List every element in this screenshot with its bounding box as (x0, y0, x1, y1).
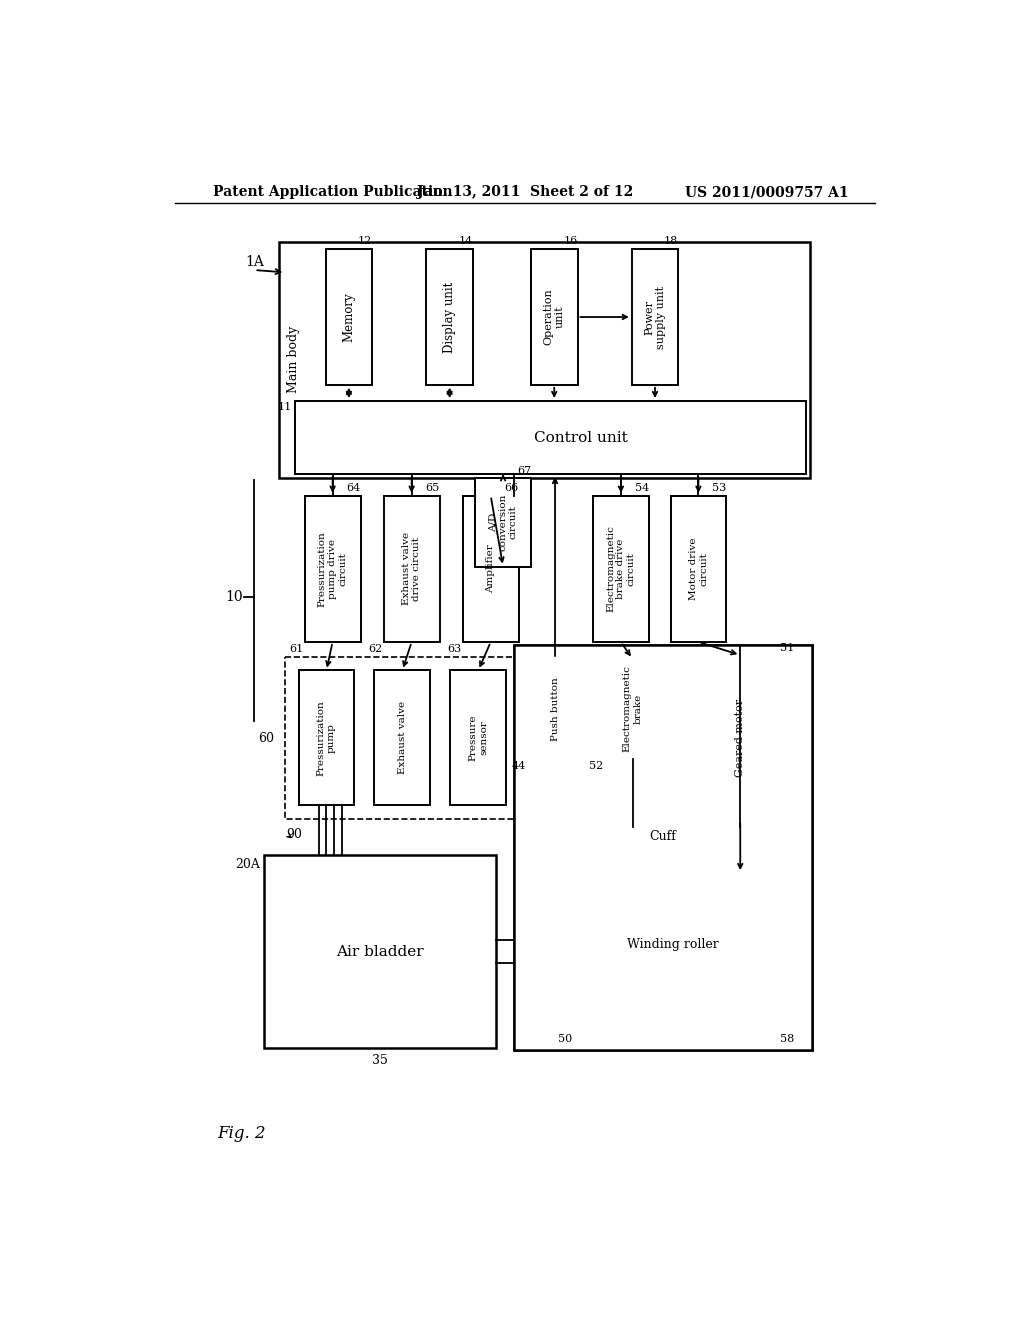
Bar (527, 659, 583, 759)
Text: 20A: 20A (236, 858, 260, 871)
Text: 61: 61 (289, 644, 303, 655)
Text: 14: 14 (459, 236, 473, 246)
Bar (593, 496, 649, 642)
Text: Push button: Push button (551, 677, 559, 741)
Bar (671, 496, 726, 642)
Text: 35: 35 (372, 1053, 388, 1067)
Bar (426, 249, 473, 385)
Bar (451, 671, 506, 805)
Bar (299, 671, 354, 805)
Text: Memory: Memory (342, 292, 355, 342)
Text: 58: 58 (780, 1035, 795, 1044)
Bar (263, 855, 496, 1048)
Text: Main body: Main body (287, 326, 300, 393)
Text: 10: 10 (225, 590, 243, 605)
Bar (280, 242, 810, 478)
Text: 60: 60 (258, 731, 273, 744)
Text: 16: 16 (563, 236, 578, 246)
Bar (295, 401, 806, 474)
Text: Pressurization
pump: Pressurization pump (316, 700, 336, 776)
Text: Electromagnetic
brake: Electromagnetic brake (623, 665, 642, 752)
Text: Patent Application Publication: Patent Application Publication (213, 185, 453, 199)
Text: 1A: 1A (246, 255, 264, 269)
Text: Display unit: Display unit (443, 281, 456, 352)
Text: Geared motor: Geared motor (735, 698, 745, 777)
Text: Cuff: Cuff (649, 830, 677, 843)
Text: 11: 11 (278, 403, 292, 412)
Bar (514, 645, 812, 826)
Text: Motor drive
circuit: Motor drive circuit (689, 537, 709, 601)
Text: 64: 64 (346, 483, 360, 494)
Text: Pressure
sensor: Pressure sensor (469, 714, 488, 762)
Text: Amplifier: Amplifier (486, 544, 496, 593)
Text: 67: 67 (517, 466, 531, 475)
Bar (326, 249, 372, 385)
Text: 12: 12 (357, 236, 372, 246)
Bar (514, 645, 812, 1049)
Bar (375, 671, 430, 805)
Text: 54: 54 (635, 483, 649, 494)
Text: 65: 65 (425, 483, 439, 494)
Bar (686, 655, 795, 821)
Bar (560, 873, 785, 1015)
Bar (531, 249, 578, 385)
Text: Jan. 13, 2011  Sheet 2 of 12: Jan. 13, 2011 Sheet 2 of 12 (417, 185, 633, 199)
Text: Exhaust valve
drive circuit: Exhaust valve drive circuit (402, 532, 421, 606)
Text: Electromagnetic
brake drive
circuit: Electromagnetic brake drive circuit (606, 525, 636, 612)
Bar (593, 651, 802, 821)
Bar (285, 657, 517, 818)
Bar (547, 859, 802, 1028)
Text: A/D
conversion
circuit: A/D conversion circuit (488, 494, 518, 550)
Text: 90: 90 (286, 828, 302, 841)
Text: Pressurization
pump drive
circuit: Pressurization pump drive circuit (317, 531, 347, 607)
Text: 53: 53 (712, 483, 726, 494)
Bar (604, 659, 660, 759)
Text: 52: 52 (589, 762, 603, 771)
Text: 66: 66 (505, 483, 518, 494)
Text: 51: 51 (780, 643, 795, 653)
Text: Operation
unit: Operation unit (544, 289, 565, 346)
Bar (305, 496, 360, 642)
Bar (632, 249, 678, 385)
Bar (463, 496, 518, 642)
Text: 50: 50 (558, 1035, 572, 1044)
Text: US 2011/0009757 A1: US 2011/0009757 A1 (685, 185, 849, 199)
Text: Power
supply unit: Power supply unit (644, 285, 666, 348)
Bar (384, 496, 439, 642)
Text: 44: 44 (511, 762, 525, 771)
Text: Winding roller: Winding roller (627, 937, 719, 950)
Text: Fig. 2: Fig. 2 (217, 1125, 266, 1142)
Text: Control unit: Control unit (535, 430, 629, 445)
Text: 18: 18 (664, 236, 678, 246)
Text: 63: 63 (447, 644, 461, 655)
Bar (475, 478, 531, 566)
Bar (514, 826, 812, 1051)
Text: Air bladder: Air bladder (336, 945, 424, 958)
Text: 62: 62 (368, 644, 382, 655)
Text: Exhaust valve: Exhaust valve (398, 701, 407, 775)
